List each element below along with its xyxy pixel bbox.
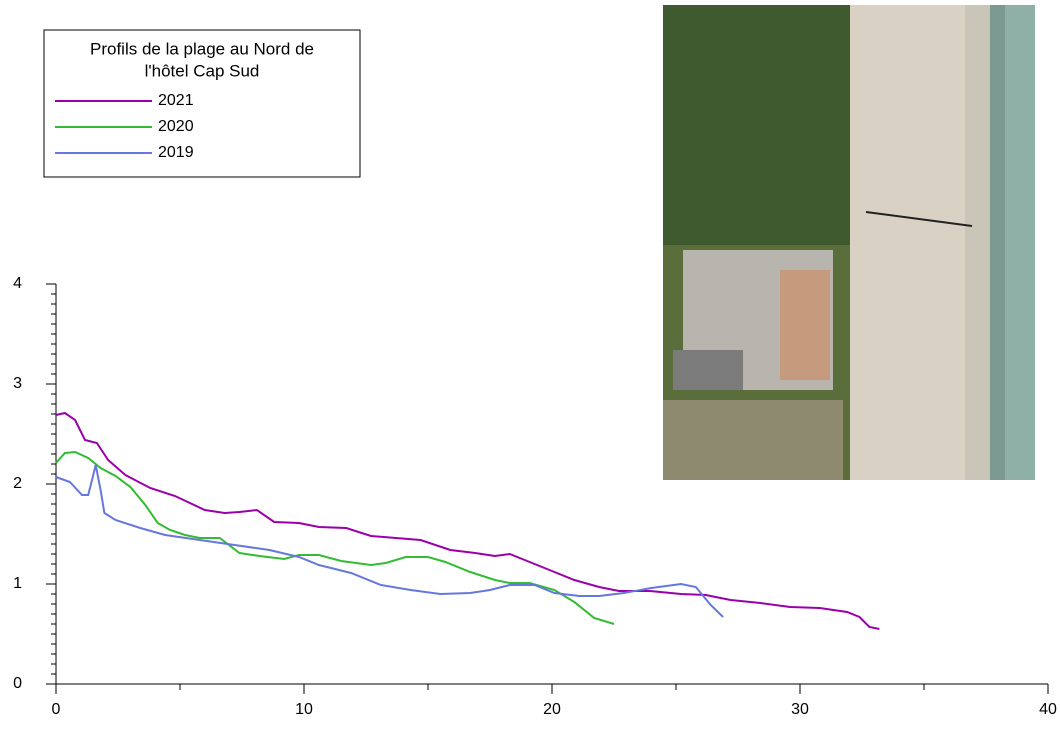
x-tick-label: 40 [1039, 701, 1057, 718]
aerial-photo [663, 5, 1035, 480]
x-tick-label: 0 [52, 701, 61, 718]
y-tick-label: 3 [13, 375, 22, 392]
x-tick-label: 30 [791, 701, 809, 718]
legend: Profils de la plage au Nord de l'hôtel C… [44, 30, 360, 177]
line [56, 452, 614, 624]
chart: Profils de la plage au Nord de l'hôtel C… [0, 0, 1060, 734]
y-tick-label: 4 [13, 275, 22, 292]
legend-label: 2020 [158, 118, 194, 135]
y-tick-label: 0 [13, 675, 22, 692]
legend-label: 2021 [158, 92, 194, 109]
y-tick-label: 1 [13, 575, 22, 592]
y-tick-label: 2 [13, 475, 22, 492]
x-tick-label: 20 [543, 701, 561, 718]
legend-title: l'hôtel Cap Sud [145, 61, 260, 80]
x-tick-label: 10 [295, 701, 313, 718]
line [56, 465, 723, 617]
legend-label: 2019 [158, 144, 194, 161]
legend-title: Profils de la plage au Nord de [90, 39, 314, 58]
